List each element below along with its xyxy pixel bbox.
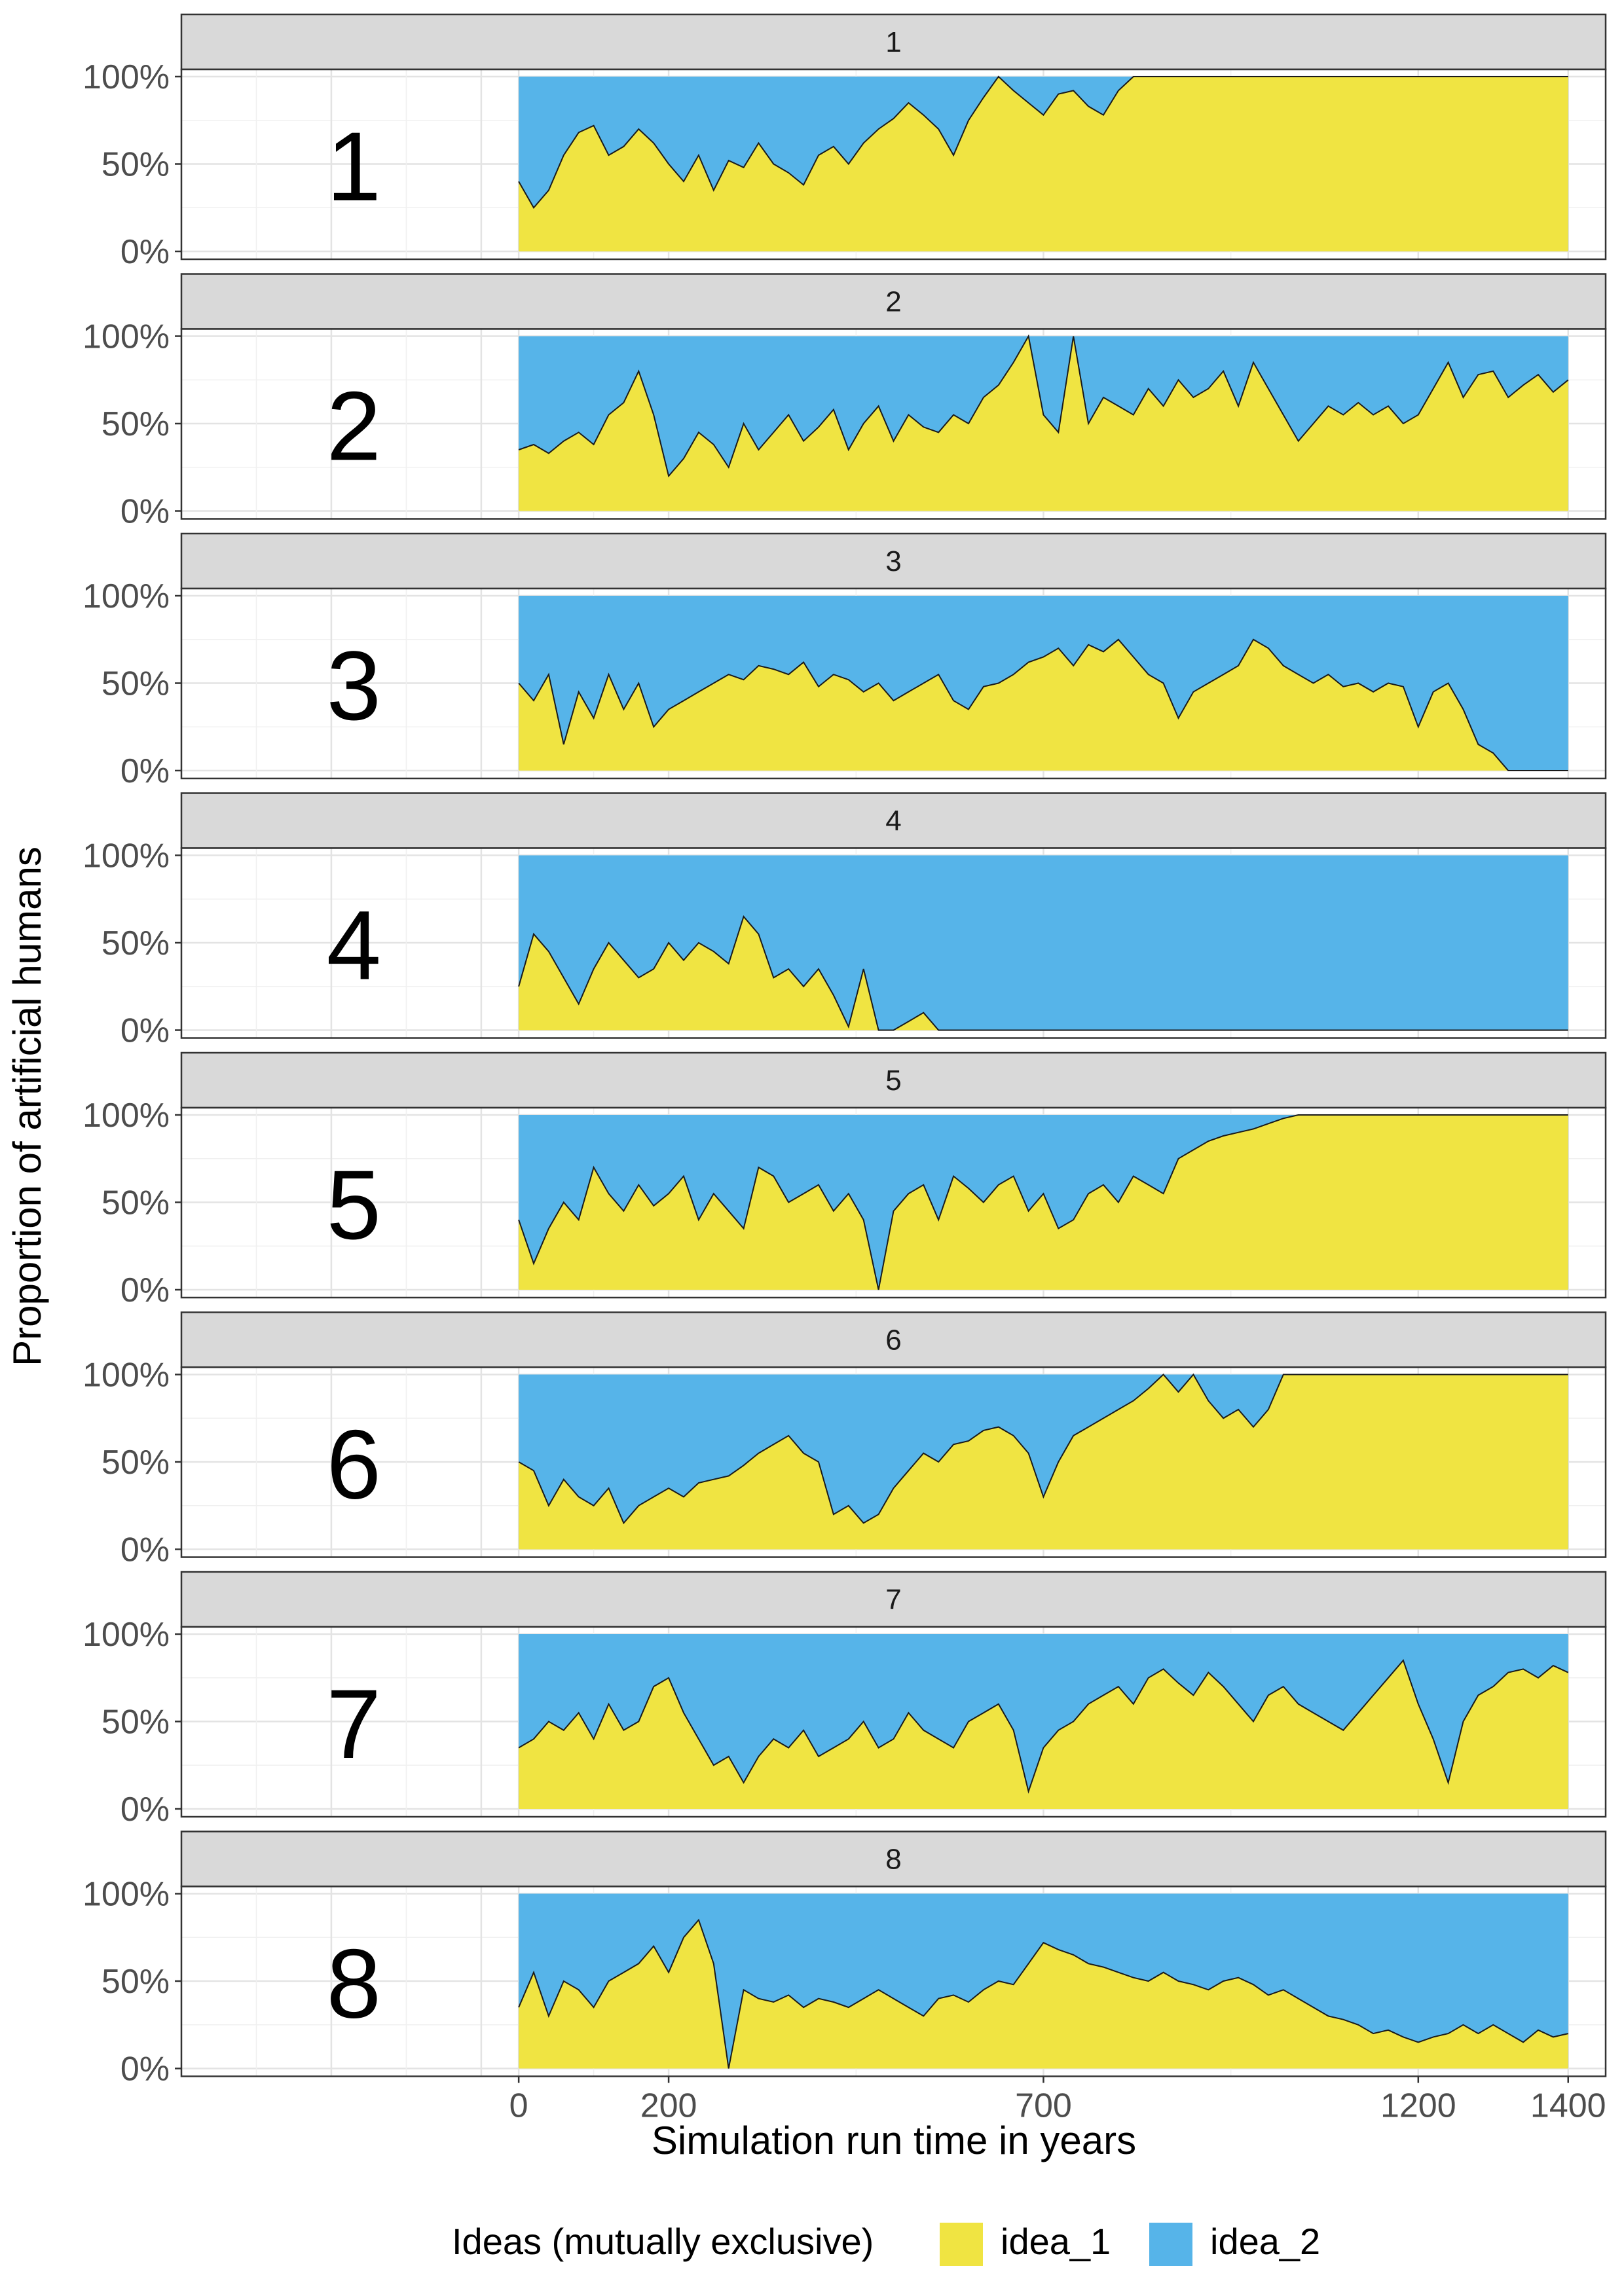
facet-strip: [180, 792, 1607, 849]
y-tick-label: 50%: [101, 924, 170, 962]
facet-strip: [180, 1571, 1607, 1628]
facet-panel-4: 4 4 0% 50% 100%: [83, 792, 1607, 1050]
y-tick-label: 50%: [101, 1963, 170, 2001]
y-tick-label: 50%: [101, 665, 170, 703]
panel-number-label: 7: [327, 1669, 381, 1779]
y-tick-label: 100%: [83, 837, 170, 875]
legend-key-idea-1: [940, 2223, 983, 2266]
panel-number-label: 5: [327, 1150, 381, 1260]
facet-panels: 110%50%100%220%50%100%330%50%100%440%50%…: [83, 13, 1607, 2088]
facet-panel-5: 550%50%100%: [83, 1051, 1607, 1309]
y-tick-label: 50%: [101, 1184, 170, 1222]
y-tick-label: 0%: [120, 1012, 170, 1050]
panel-number-label: 8: [327, 1929, 381, 2039]
boundary-line: [518, 1373, 1568, 1525]
y-tick-label: 50%: [101, 405, 170, 443]
y-tick-label: 100%: [83, 577, 170, 615]
panel-number-label: 6: [327, 1410, 381, 1520]
boundary-line: [518, 1114, 1568, 1290]
legend-label-idea-2: idea_2: [1210, 2221, 1320, 2262]
y-tick-label: 100%: [83, 58, 170, 96]
boundary-line: [518, 75, 1568, 210]
y-tick-label: 0%: [120, 752, 170, 790]
x-axis-title: Simulation run time in years: [652, 2119, 1136, 2162]
y-tick-label: 100%: [83, 318, 170, 356]
panel-number-label: 1: [327, 111, 381, 221]
facet-panel-1: 1 1 0% 50% 100%: [83, 13, 1607, 271]
area-idea-1: [519, 77, 1568, 251]
y-tick-label: 100%: [83, 1357, 170, 1394]
y-tick-label: 0%: [120, 2050, 170, 2088]
facet-strip-label: 5: [885, 1065, 901, 1097]
x-tick-label: 700: [1015, 2087, 1072, 2125]
legend: Ideas (mutually exclusive) idea_1 idea_2: [452, 2221, 1320, 2266]
y-tick-label: 0%: [120, 233, 170, 271]
x-tick-label: 1200: [1380, 2087, 1456, 2125]
area-idea-1: [519, 336, 1568, 511]
facet-strip: [180, 1051, 1607, 1109]
facet-strip-label: 8: [885, 1844, 901, 1876]
panel-number-label: 3: [327, 630, 381, 740]
panel-number-label: 2: [327, 371, 381, 481]
boundary-line: [518, 334, 1569, 478]
facet-strip-label: 1: [885, 26, 901, 58]
boundary-line: [518, 1659, 1569, 1794]
x-tick-label: 1400: [1530, 2087, 1606, 2125]
y-tick-label: 50%: [101, 146, 170, 184]
panel-number-label: 4: [327, 890, 381, 1000]
facet-strip: [180, 1831, 1607, 1887]
facet-strip-label: 2: [885, 286, 901, 318]
boundary-line: [518, 638, 1568, 771]
boundary-line: [518, 1918, 1569, 2069]
facet-panel-8: 8 8 0% 50% 100%: [83, 1831, 1607, 2088]
y-tick-label: 0%: [120, 493, 170, 531]
y-tick-label: 0%: [120, 1791, 170, 1829]
area-idea-1: [519, 1920, 1568, 2069]
facet-strip-label: 6: [885, 1324, 901, 1357]
facet-strip: [180, 273, 1607, 330]
y-tick-label: 0%: [120, 1271, 170, 1309]
y-tick-label: 100%: [83, 1616, 170, 1654]
area-idea-1: [519, 1374, 1568, 1550]
y-tick-label: 100%: [83, 1097, 170, 1135]
legend-label-idea-1: idea_1: [1001, 2221, 1111, 2262]
facet-panel-6: 6 6 0% 50% 100%: [83, 1311, 1607, 1569]
legend-title: Ideas (mutually exclusive): [452, 2221, 874, 2262]
facet-strip: [180, 1311, 1607, 1368]
boundary-line: [518, 915, 1568, 1031]
y-tick-label: 100%: [83, 1876, 170, 1914]
facet-strip-label: 7: [885, 1584, 901, 1616]
facet-panel-3: 3 3 0% 50% 100%: [83, 532, 1607, 790]
facet-strip-label: 4: [885, 805, 901, 837]
area-idea-1: [519, 1660, 1568, 1809]
facet-strip: [180, 13, 1607, 71]
area-idea-1: [519, 1115, 1568, 1290]
facet-strip: [180, 532, 1607, 590]
x-tick-label: 0: [509, 2087, 528, 2125]
area-idea-1: [519, 917, 1568, 1030]
legend-key-idea-2: [1149, 2223, 1192, 2266]
x-axis: 0 200 700 1200 1400: [509, 2076, 1606, 2125]
facet-strip-label: 3: [885, 545, 901, 577]
facet-panel-7: 7 7 0% 50% 100%: [83, 1571, 1607, 1829]
y-tick-label: 50%: [101, 1444, 170, 1482]
y-tick-label: 50%: [101, 1704, 170, 1741]
y-tick-label: 0%: [120, 1531, 170, 1569]
y-axis-title: Proportion of artificial humans: [5, 847, 49, 1366]
x-tick-label: 200: [640, 2087, 697, 2125]
facet-panel-2: 2 2 0% 50% 100%: [83, 273, 1607, 531]
